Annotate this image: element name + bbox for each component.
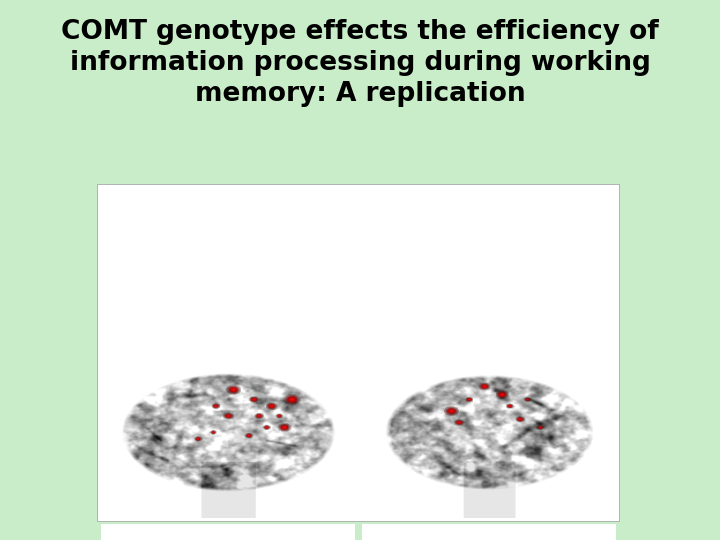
FancyBboxPatch shape	[97, 184, 619, 521]
Text: COMT genotype effects the efficiency of
information processing during working
me: COMT genotype effects the efficiency of …	[61, 19, 659, 107]
